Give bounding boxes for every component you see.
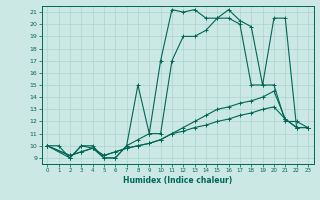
X-axis label: Humidex (Indice chaleur): Humidex (Indice chaleur)	[123, 176, 232, 185]
